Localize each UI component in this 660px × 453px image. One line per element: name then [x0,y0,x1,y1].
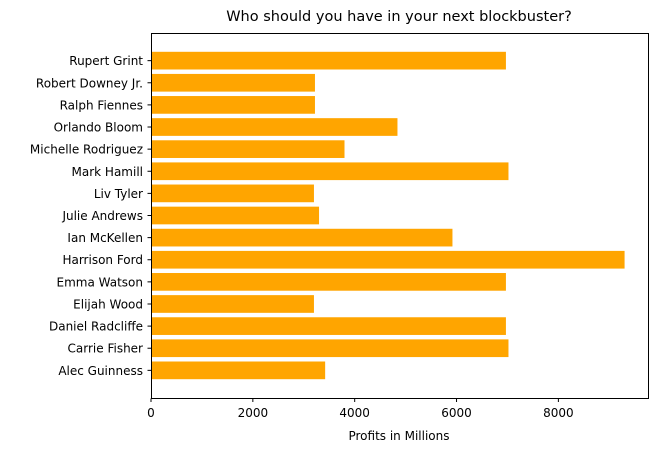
bar-michelle-rodriguez [151,140,345,158]
y-tick-label: Julie Andrews [61,209,143,223]
x-tick-label: 8000 [543,406,574,420]
y-tick-label: Harrison Ford [62,253,143,267]
y-tick-label: Orlando Bloom [54,121,143,135]
bar-elijah-wood [151,295,314,313]
x-tick-label: 4000 [339,406,370,420]
bar-carrie-fisher [151,339,509,358]
bar-alec-guinness [151,361,326,380]
y-tick-label: Carrie Fisher [68,342,144,356]
y-tick-label: Michelle Rodriguez [30,143,143,157]
chart-title: Who should you have in your next blockbu… [226,9,572,25]
y-tick-label: Mark Hamill [72,165,143,179]
y-tick-label: Daniel Radcliffe [49,320,143,334]
bar-ralph-fiennes [151,96,315,114]
x-tick-label: 2000 [238,406,269,420]
y-tick-label: Emma Watson [57,275,143,289]
y-tick-label: Ralph Fiennes [60,98,143,112]
bar-mark-hamill [151,162,509,181]
bar-harrison-ford [151,250,625,269]
x-axis-ticks: 0 2000 4000 6000 8000 [147,398,574,420]
bar-ian-mckellen [151,228,453,247]
bar-emma-watson [151,273,506,291]
x-axis-label: Profits in Millions [348,429,449,443]
x-tick-label: 0 [147,406,155,420]
bar-rupert-grint [151,51,506,70]
bar-liv-tyler [151,184,314,203]
y-tick-label: Elijah Wood [73,297,143,311]
bar-daniel-radcliffe [151,317,506,335]
bar-robert-downey-jr [151,73,315,92]
bars-group [151,51,625,380]
y-tick-label: Alec Guinness [58,364,143,378]
bar-julie-andrews [151,206,320,225]
y-tick-label: Rupert Grint [69,54,143,68]
y-tick-label: Robert Downey Jr. [36,76,143,90]
bar-orlando-bloom [151,118,398,136]
y-tick-label: Liv Tyler [94,187,143,201]
plot-frame [151,33,649,399]
x-tick-label: 6000 [441,406,472,420]
y-tick-label: Ian McKellen [67,231,143,245]
y-axis-ticks: Alec Guinness Carrie Fisher Daniel Radclif… [30,54,151,378]
